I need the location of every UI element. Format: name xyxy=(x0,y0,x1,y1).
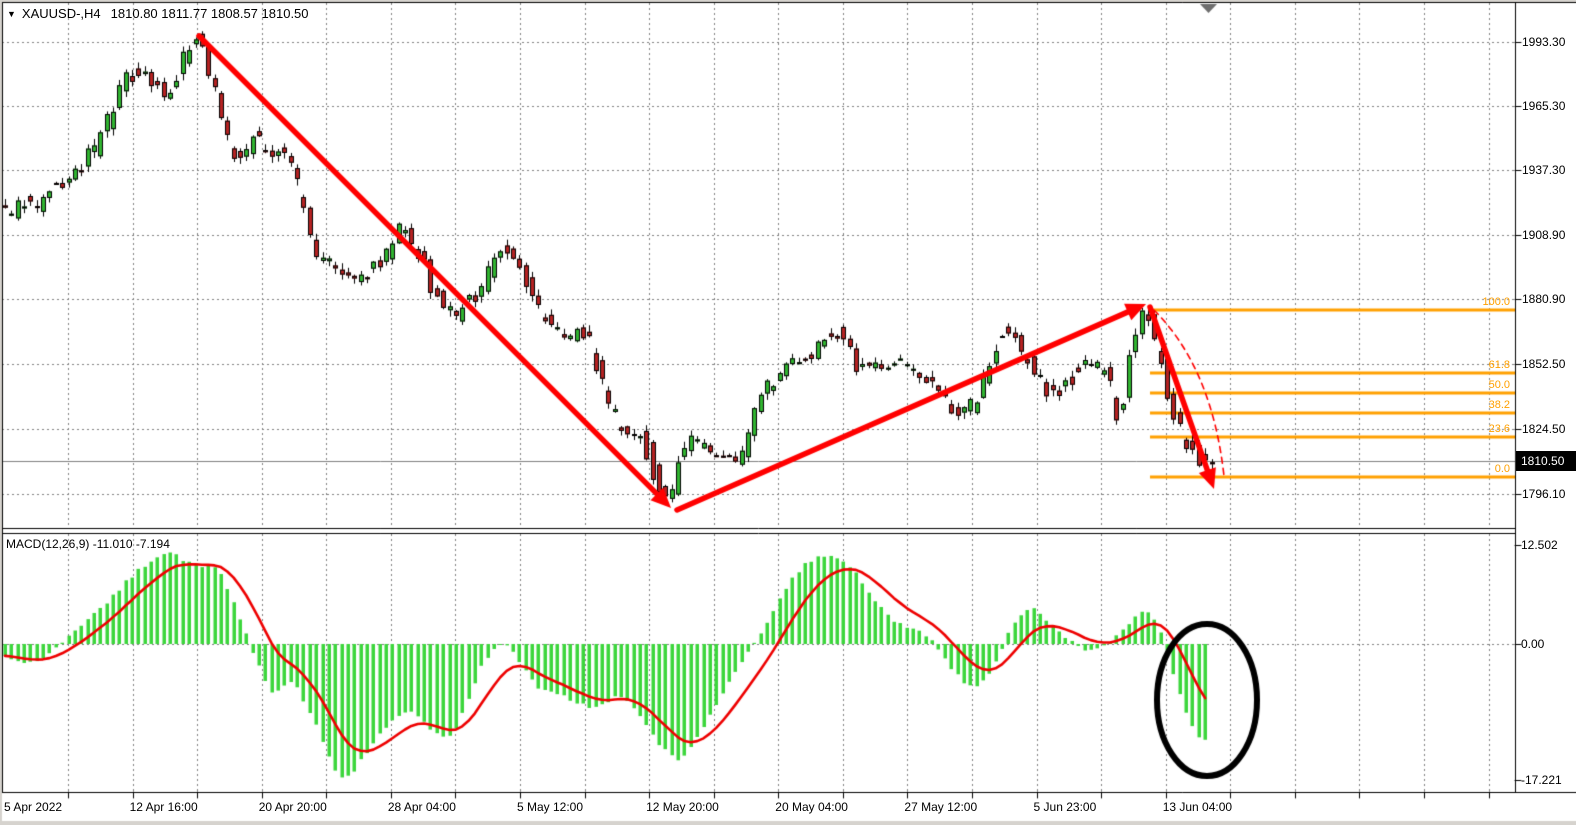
price-axis-label: 1937.30 xyxy=(1522,163,1566,178)
fib-level-label: 23.6 xyxy=(1488,423,1510,436)
fib-level-label: 100.0 xyxy=(1482,295,1510,308)
macd-axis-label: 12.502 xyxy=(1521,537,1558,552)
time-axis-label: 28 Apr 04:00 xyxy=(387,800,456,814)
price-axis-label: 1908.90 xyxy=(1522,228,1566,243)
time-axis-label: 5 May 12:00 xyxy=(516,800,584,814)
price-axis-label: 1852.50 xyxy=(1522,357,1566,372)
price-axis-label: 1880.90 xyxy=(1522,292,1566,307)
current-price-badge: 1810.50 xyxy=(1516,450,1576,471)
time-axis-label: 13 Jun 04:00 xyxy=(1162,800,1233,814)
time-axis-label: 12 May 20:00 xyxy=(646,800,719,814)
time-axis-label: 27 May 12:00 xyxy=(904,800,978,814)
symbol-dropdown-icon[interactable]: ▼ xyxy=(7,9,16,19)
macd-axis-label: 0.00 xyxy=(1521,637,1545,651)
macd-indicator-label: MACD(12,26,9) -11.010 -7.194 xyxy=(6,537,170,551)
time-axis-label: 5 Jun 23:00 xyxy=(1033,800,1097,814)
price-axis-label: 1965.30 xyxy=(1522,99,1566,114)
price-axis-label: 1824.50 xyxy=(1522,421,1566,436)
chart-title: ▼ XAUUSD-,H4 1810.80 1811.77 1808.57 1810.… xyxy=(7,6,309,21)
macd-axis-label: -17.221 xyxy=(1521,773,1562,788)
fib-level-label: 50.0 xyxy=(1488,379,1510,392)
time-axis-label: 20 Apr 20:00 xyxy=(258,800,327,814)
fib-level-label: 0.0 xyxy=(1494,463,1510,476)
time-axis-label: 20 May 04:00 xyxy=(775,800,848,814)
time-axis-label: 12 Apr 16:00 xyxy=(129,800,198,814)
time-axis-label: 5 Apr 2022 xyxy=(4,800,63,814)
symbol-period-label: XAUUSD-,H4 xyxy=(21,6,101,21)
ohlc-readout: 1810.80 1811.77 1808.57 1810.50 xyxy=(110,6,309,21)
price-axis-label: 1993.30 xyxy=(1522,35,1566,49)
fib-level-label: 38.2 xyxy=(1488,399,1510,412)
price-axis-label: 1796.10 xyxy=(1522,486,1566,501)
fib-level-label: 61.8 xyxy=(1488,358,1510,371)
